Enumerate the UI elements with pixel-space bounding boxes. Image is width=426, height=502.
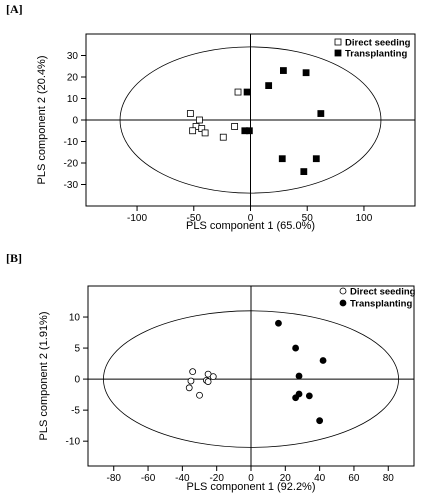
- x-tick-label: 50: [302, 213, 314, 224]
- data-point: [265, 82, 273, 89]
- x-tick-label: -40: [175, 473, 190, 484]
- y-tick-label: 0: [74, 375, 80, 386]
- legend-marker: [334, 49, 342, 57]
- y-tick-label: -20: [64, 159, 79, 170]
- x-axis-title: PLS component 1 (65.0%): [186, 220, 315, 232]
- y-tick-label: 10: [69, 313, 81, 324]
- data-point: [231, 123, 239, 130]
- x-tick-label: 40: [314, 473, 326, 484]
- confidence-ellipse: [119, 46, 382, 194]
- x-tick-label: 0: [248, 213, 254, 224]
- legend-label: Transplanting: [350, 299, 412, 310]
- data-point: [187, 377, 195, 385]
- y-tick-label: -5: [71, 406, 80, 417]
- x-tick-label: -50: [187, 213, 202, 224]
- y-tick-label: 20: [67, 73, 79, 84]
- y-tick-label: 5: [74, 344, 80, 355]
- data-point: [243, 88, 251, 96]
- x-tick-label: 80: [383, 473, 395, 484]
- legend-label: Direct seeding: [345, 38, 411, 49]
- data-point: [319, 357, 327, 364]
- legend-label: Direct seeding: [350, 287, 416, 298]
- x-tick-label: -80: [107, 473, 122, 484]
- y-tick-label: 0: [72, 116, 78, 127]
- data-point: [241, 127, 249, 135]
- data-point: [196, 391, 203, 399]
- y-tick-label: 10: [67, 94, 79, 105]
- data-point: [209, 373, 217, 381]
- data-point: [292, 344, 300, 352]
- x-tick-label: -100: [127, 213, 147, 224]
- series-transplanting: [275, 319, 327, 425]
- data-point: [204, 378, 212, 385]
- series-direct-seeding: [185, 368, 217, 399]
- legend-marker: [339, 299, 347, 307]
- data-point: [278, 155, 286, 163]
- y-axis-title: PLS component 2 (1.91%): [38, 311, 50, 440]
- data-point: [189, 127, 197, 135]
- x-tick-label: 100: [356, 213, 373, 224]
- data-point: [189, 368, 197, 376]
- y-tick-label: -30: [64, 180, 79, 191]
- data-point: [186, 110, 194, 117]
- y-tick-label: -10: [64, 137, 79, 148]
- data-point: [295, 372, 303, 380]
- x-tick-label: 0: [248, 473, 254, 484]
- y-tick-label: -10: [66, 437, 81, 448]
- x-tick-label: 60: [348, 473, 360, 484]
- chart-b: -80 -60 -40 -20 0 20 40 60 80 -10 -5 0 5 10 PLS compon…: [38, 285, 416, 493]
- data-point: [300, 168, 308, 176]
- y-axis-title: PLS component 2 (20.4%): [36, 55, 48, 184]
- legend-marker: [339, 287, 347, 295]
- data-point: [234, 88, 242, 96]
- y-tick-label: 30: [67, 51, 79, 62]
- x-tick-label: -60: [141, 473, 156, 484]
- x-tick-label: 20: [280, 473, 292, 484]
- confidence-ellipse: [103, 310, 399, 448]
- data-point: [201, 129, 209, 137]
- legend-marker: [334, 38, 342, 46]
- data-point: [305, 392, 313, 400]
- data-point: [302, 69, 310, 77]
- data-point: [316, 417, 324, 425]
- data-point: [312, 155, 320, 163]
- series-direct-seeding: [186, 88, 242, 141]
- series-transplanting: [241, 67, 325, 176]
- data-point: [292, 394, 300, 402]
- data-point: [198, 125, 206, 132]
- data-point: [185, 384, 193, 392]
- data-point: [196, 116, 203, 124]
- data-point: [317, 110, 325, 117]
- data-point: [275, 319, 282, 327]
- panel-label-a: [A]: [6, 2, 23, 16]
- x-axis-title: PLS component 1 (92.2%): [186, 481, 315, 493]
- panel-label-b: [B]: [6, 251, 22, 265]
- x-tick-label: -20: [209, 473, 224, 484]
- legend-label: Transplanting: [345, 49, 407, 60]
- data-point: [219, 133, 227, 141]
- data-point: [279, 67, 287, 74]
